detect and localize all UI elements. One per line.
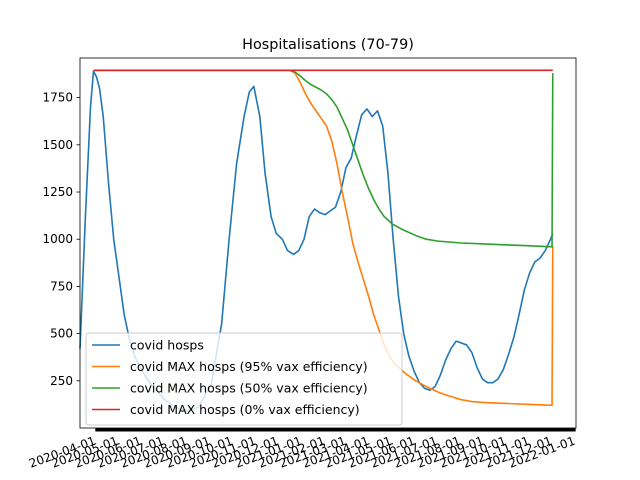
- x-tick-marks: [95, 428, 576, 432]
- legend-label-4: covid MAX hosps (0% vax efficiency): [130, 402, 360, 417]
- chart-title: Hospitalisations (70-79): [242, 37, 414, 53]
- legend-label-3: covid MAX hosps (50% vax efficiency): [130, 381, 368, 396]
- series-line-2: [93, 69, 554, 407]
- legend-box: [85, 332, 403, 426]
- y-tick-label: 1500: [42, 138, 73, 152]
- y-tick-label: 500: [50, 327, 73, 341]
- legend-label-1: covid hosps: [130, 338, 204, 353]
- y-tick-label: 1000: [42, 232, 73, 246]
- y-tick-label: 1250: [42, 185, 73, 199]
- legend: covid hosps covid MAX hosps (95% vax effi…: [85, 332, 403, 426]
- series-line-3: [93, 69, 554, 248]
- y-tick-label: 1750: [42, 91, 73, 105]
- y-axis-ticks: 250 500 750 1000 1250 1500 1750: [42, 91, 80, 388]
- y-tick-label: 250: [50, 374, 73, 388]
- legend-label-2: covid MAX hosps (95% vax efficiency): [130, 359, 368, 374]
- x-axis-ticks: 2020-04-012020-05-012020-06-012020-07-01…: [27, 428, 577, 471]
- plot-frame: [79, 57, 577, 429]
- y-tick-label: 750: [50, 279, 73, 293]
